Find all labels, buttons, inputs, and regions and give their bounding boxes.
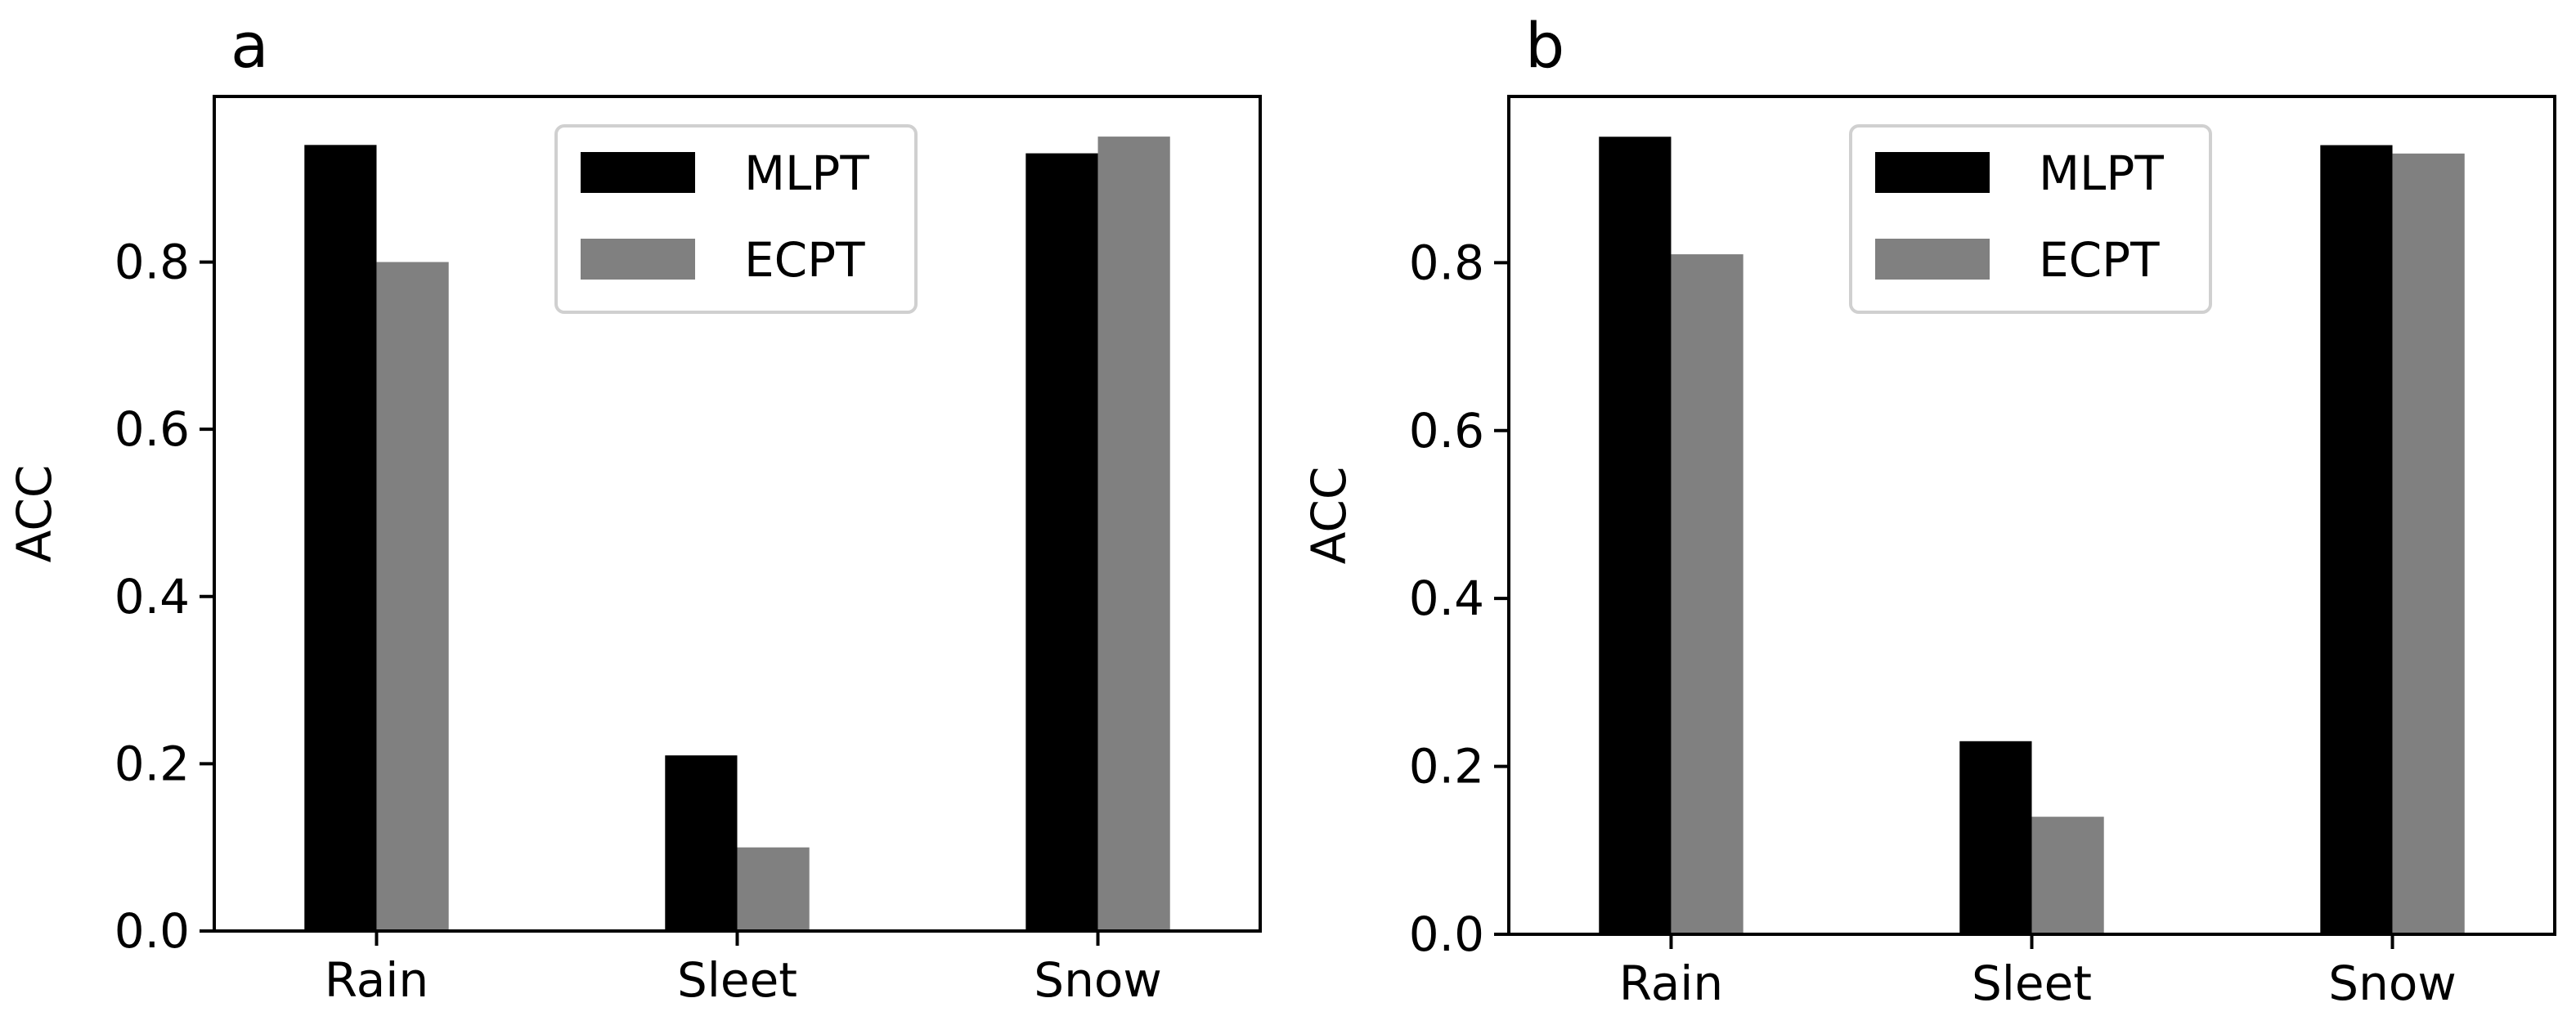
bar-ecpt-rain: [1671, 254, 1744, 934]
x-tick-label: Snow: [1034, 952, 1162, 1008]
y-tick-label: 0.2: [114, 736, 190, 791]
bar-mlpt-snow: [1025, 153, 1098, 931]
bar-ecpt-snow: [2392, 153, 2465, 935]
y-tick-label: 0.4: [1409, 571, 1484, 626]
legend-swatch-mlpt: [581, 152, 695, 193]
x-tick-label: Rain: [325, 952, 429, 1008]
x-tick-label: Rain: [1619, 956, 1723, 1011]
bar-ecpt-rain: [376, 262, 449, 932]
x-tick-label: Sleet: [1972, 956, 2092, 1011]
y-tick-label: 0.2: [1409, 739, 1484, 795]
y-tick-label: 0.6: [114, 401, 190, 457]
bar-mlpt-rain: [304, 145, 377, 931]
y-axis-label: ACC: [1301, 467, 1357, 565]
legend-label-ecpt: ECPT: [744, 232, 865, 288]
y-axis-label: ACC: [7, 465, 62, 563]
x-tick-label: Snow: [2328, 956, 2457, 1011]
chart-panel-b: 0.0 0.2 0.4 0.6 0.8 Rain Sleet Snow ACC b MLPT ECPT: [1301, 9, 2556, 1011]
y-tick-label: 0.4: [114, 569, 190, 624]
y-tick-label: 0.8: [114, 235, 190, 290]
legend-swatch-mlpt: [1875, 152, 1990, 193]
bar-ecpt-sleet: [737, 847, 810, 931]
bar-mlpt-sleet: [1959, 741, 2032, 934]
bar-mlpt-rain: [1599, 137, 1672, 935]
chart-panel-a: 0.0 0.2 0.4 0.6 0.8 Rain Sleet Snow ACC a MLPT ECPT: [7, 9, 1262, 1008]
x-tick-label: Sleet: [677, 952, 797, 1008]
legend-label-mlpt: MLPT: [2039, 145, 2164, 201]
legend-swatch-ecpt: [581, 239, 695, 280]
bar-mlpt-snow: [2320, 145, 2393, 934]
y-tick-label: 0.6: [1409, 403, 1484, 459]
bar-mlpt-sleet: [665, 755, 738, 931]
legend-label-ecpt: ECPT: [2039, 232, 2160, 288]
panel-label: b: [1525, 9, 1564, 82]
y-tick-label: 0.0: [114, 903, 190, 959]
y-tick-label: 0.0: [1409, 906, 1484, 962]
bar-ecpt-sleet: [2031, 817, 2104, 934]
y-tick-label: 0.8: [1409, 235, 1484, 290]
panel-label: a: [231, 9, 269, 82]
bar-ecpt-snow: [1097, 137, 1170, 932]
legend-swatch-ecpt: [1875, 239, 1990, 280]
legend-label-mlpt: MLPT: [744, 145, 869, 201]
